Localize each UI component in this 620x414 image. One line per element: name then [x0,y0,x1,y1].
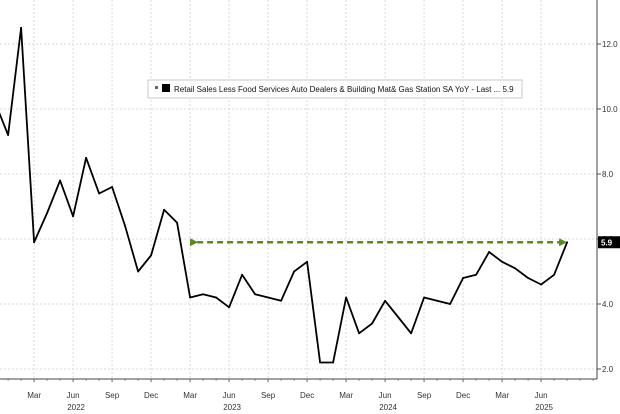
x-year-label: 2024 [379,403,397,412]
legend-bullet-icon [155,86,158,89]
data-point [501,260,503,263]
x-year-label: 2023 [223,403,241,412]
x-tick-label: Dec [456,391,470,400]
data-point [72,215,74,218]
data-point [488,251,490,253]
x-tick-label: Mar [495,391,509,400]
x-tick-label: Sep [417,391,432,400]
x-tick-label: Mar [183,391,197,400]
data-point [7,134,9,136]
legend-box [147,79,523,99]
data-point [475,273,477,276]
x-year-label: 2025 [535,403,553,412]
data-point [566,241,568,244]
series [0,26,568,364]
data-point [98,192,100,195]
x-tick-label: Mar [339,391,353,400]
legend: Retail Sales Less Food Services Auto Dea… [147,79,523,99]
data-point [280,299,282,302]
data-point [332,361,334,364]
data-point [462,277,464,279]
data-point [397,316,399,318]
y-tick-label: 2.0 [602,365,614,374]
data-point [150,254,153,257]
x-tick-label: Sep [261,391,276,400]
last-value-box [598,236,620,249]
data-point [514,267,516,270]
data-point [540,283,542,286]
x-tick-label: Jun [67,391,80,400]
data-point [527,277,529,279]
data-point [176,221,179,224]
grid [0,0,597,379]
data-point [553,273,555,276]
data-point [202,293,205,296]
data-point [137,270,140,273]
data-point [423,296,425,299]
legend-swatch [162,84,170,92]
x-tick-label: Dec [144,391,158,400]
data-point [215,296,218,299]
data-point [163,208,166,211]
data-point [436,299,438,302]
x-tick-label: Jun [535,391,548,400]
data-point [319,361,321,364]
data-point [59,179,61,182]
y-tick-label: 8.0 [602,170,614,179]
data-point [371,322,373,325]
data-point [228,306,231,309]
data-point [189,296,192,299]
y-tick-label: 12.0 [602,40,618,49]
data-point [358,332,360,335]
data-point [293,270,295,273]
x-tick-label: Jun [223,391,236,400]
data-point [345,296,347,299]
data-point [449,303,451,305]
legend-label: Retail Sales Less Food Services Auto Dea… [174,85,514,94]
data-point [241,273,244,276]
data-point [111,186,113,188]
y-tick-label: 4.0 [602,300,614,309]
x-tick-label: Dec [300,391,314,400]
data-point [254,293,256,296]
data-point [46,212,48,214]
x-year-label: 2022 [67,403,85,412]
data-point [33,241,35,244]
data-point [85,156,87,159]
series-line [0,26,568,364]
data-point [410,332,412,335]
x-tick-label: Mar [27,391,41,400]
x-tick-label: Jun [379,391,392,400]
x-tick-label: Sep [105,391,120,400]
data-point [20,26,22,29]
data-point [306,260,308,263]
y-tick-label: 10.0 [602,105,618,114]
last-value-label: 5.9 [601,238,613,247]
data-point [384,299,386,302]
data-point [124,225,126,227]
data-point [267,296,269,299]
